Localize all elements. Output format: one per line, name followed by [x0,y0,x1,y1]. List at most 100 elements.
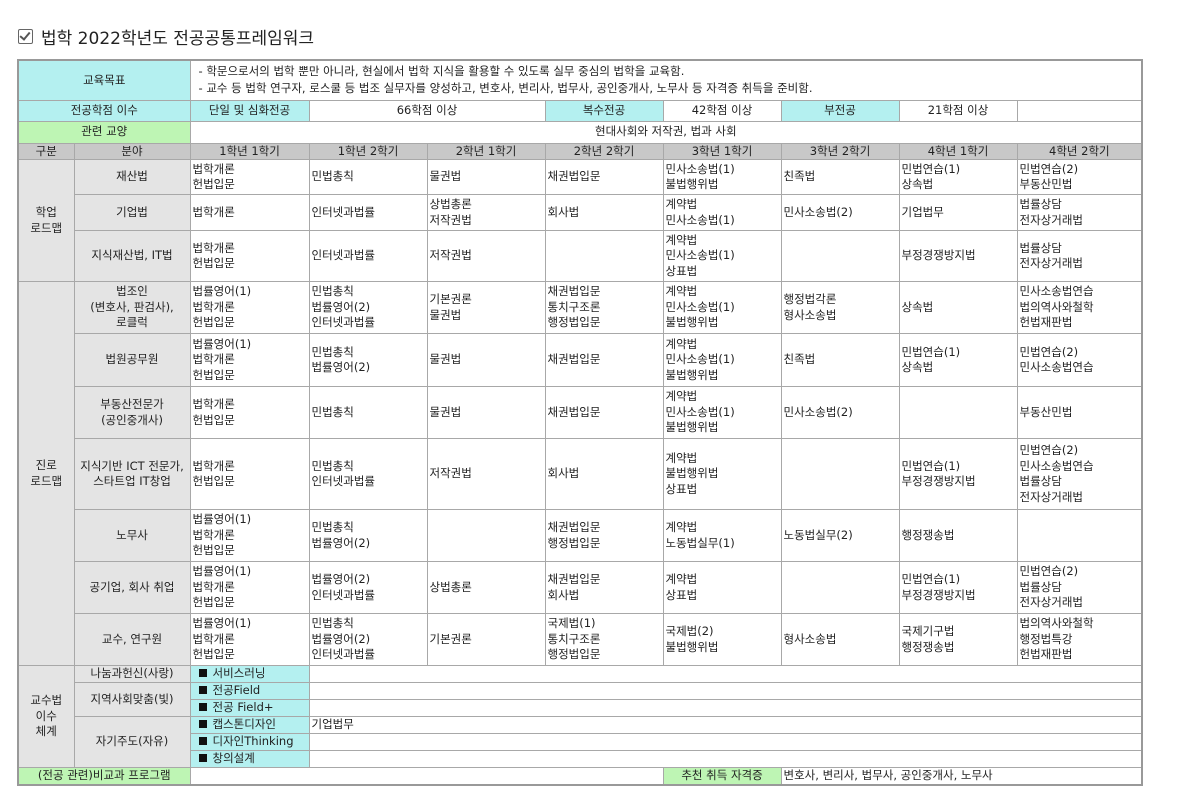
program-label: 창의설계 [212,751,255,766]
course-cell: 민사소송법(2) [780,194,900,231]
credit-type: 복수전공 [544,99,664,122]
square-bullet-icon [198,754,207,763]
course-cell: 법률영어(2) 인터넷과법률 [308,561,428,614]
course-cell: 상속법 [898,281,1018,334]
program-name: 서비스러닝 [189,665,310,683]
credit-type: 단일 및 심화전공 [189,99,310,122]
course-cell: 행정쟁송법 [898,509,1018,562]
square-bullet-icon [198,669,207,678]
field-label: 공기업, 회사 취업 [73,561,191,614]
course-cell: 법률영어(1) 법학개론 헌법입문 [189,561,310,614]
course-cell: 친족법 [780,333,900,387]
field-label: 부동산전문가 (공인중개사) [73,386,191,439]
field-label: 교수, 연구원 [73,613,191,666]
course-cell: 인터넷과법률 [308,194,428,231]
course-cell: 계약법 상표법 [662,561,782,614]
course-cell: 친족법 [780,159,900,195]
goal-line: - 교수 등 법학 연구자, 로스쿨 등 법조 실무자를 양성하고, 변호사, … [198,81,813,96]
course-cell: 채권법입문 [544,159,664,195]
course-cell: 계약법 노동법실무(1) [662,509,782,562]
course-cell: 회사법 [544,194,664,231]
course-cell: 노동법실무(2) [780,509,900,562]
course-cell: 채권법입문 통치구조론 행정법입문 [544,281,664,334]
course-cell: 민법연습(1) 부정경쟁방지법 [898,561,1018,614]
column-header: 4학년 2학기 [1016,142,1143,160]
square-bullet-icon [198,686,207,695]
credit-type: 부전공 [780,99,900,122]
course-cell [780,561,900,614]
course-cell: 기업법무 [898,194,1018,231]
course-cell: 민법총칙 법률영어(2) 인터넷과법률 [308,613,428,666]
course-cell: 형사소송법 [780,613,900,666]
course-cell: 기본권론 물권법 [426,281,546,334]
course-cell: 민사소송법(2) [780,386,900,439]
course-cell: 민법연습(1) 상속법 [898,333,1018,387]
goal-text: - 학문으로서의 법학 뿐만 아니라, 현실에서 법학 지식을 활용할 수 있도… [189,59,1143,101]
credits-label: 전공학점 이수 [17,99,191,122]
course-cell: 국제법(2) 불법행위법 [662,613,782,666]
program-name: 디자인Thinking [189,733,310,751]
program-name: 전공Field [189,682,310,700]
field-label: 기업법 [73,194,191,231]
program-label: 캡스톤디자인 [212,717,276,732]
course-cell: 저작권법 [426,438,546,510]
cert-value: 변호사, 변리사, 법무사, 공인중개사, 노무사 [780,767,1143,785]
course-cell: 법률상담 전자상거래법 [1016,194,1143,231]
course-cell: 민법총칙 인터넷과법률 [308,438,428,510]
course-cell: 저작권법 [426,230,546,282]
liberal-value: 현대사회와 저작권, 법과 사회 [189,120,1143,144]
course-cell: 법률영어(1) 법학개론 헌법입문 [189,333,310,387]
checkbox-icon [18,29,33,44]
square-bullet-icon [198,703,207,712]
program-value [308,665,1143,683]
program-name: 캡스톤디자인 [189,716,310,734]
program-name: 전공 Field+ [189,699,310,717]
program-value [308,733,1143,751]
column-header: 1학년 1학기 [189,142,310,160]
course-cell [1016,509,1143,562]
course-cell [544,230,664,282]
course-cell: 법률영어(1) 법학개론 헌법입문 [189,281,310,334]
program-label: 서비스러닝 [212,666,266,681]
course-cell: 민사소송법연습 법의역사와철학 헌법재판법 [1016,281,1143,334]
extra-value [189,767,664,785]
method-label: 교수법 이수 체계 [17,665,75,768]
course-cell: 법학개론 헌법입문 [189,230,310,282]
course-cell: 상법총론 저작권법 [426,194,546,231]
field-label: 지식재산법, IT법 [73,230,191,282]
course-cell: 물권법 [426,159,546,195]
course-cell: 민법연습(2) 민사소송법연습 법률상담 전자상거래법 [1016,438,1143,510]
course-cell: 계약법 민사소송법(1) [662,194,782,231]
framework-table: 교육목표 - 학문으로서의 법학 뿐만 아니라, 현실에서 법학 지식을 활용할 … [17,59,1144,786]
course-cell: 인터넷과법률 [308,230,428,282]
program-label: 디자인Thinking [212,734,294,749]
program-value [308,750,1143,768]
course-cell: 민사소송법(1) 불법행위법 [662,159,782,195]
course-cell: 채권법입문 회사법 [544,561,664,614]
goal-label: 교육목표 [17,59,191,101]
course-cell: 민법연습(1) 부정경쟁방지법 [898,438,1018,510]
course-cell: 민법연습(1) 상속법 [898,159,1018,195]
liberal-label: 관련 교양 [17,120,191,144]
program-label: 전공 Field+ [212,700,274,715]
course-cell: 민법총칙 법률영어(2) [308,333,428,387]
course-cell: 회사법 [544,438,664,510]
course-cell: 물권법 [426,386,546,439]
course-cell: 민법연습(2) 민사소송법연습 [1016,333,1143,387]
course-cell [426,509,546,562]
course-cell: 상법총론 [426,561,546,614]
method-category: 지역사회맞춤(빛) [73,682,191,717]
course-cell [898,386,1018,439]
course-cell: 물권법 [426,333,546,387]
method-category: 나눔과헌신(사랑) [73,665,191,683]
program-value [308,699,1143,717]
group-label: 진로 로드맵 [17,281,75,666]
course-cell: 민법총칙 [308,386,428,439]
course-cell: 채권법입문 [544,333,664,387]
credit-value: 42학점 이상 [662,99,782,122]
course-cell: 민법총칙 법률영어(2) [308,509,428,562]
course-cell: 채권법입문 행정법입문 [544,509,664,562]
course-cell: 국제법(1) 통치구조론 행정법입문 [544,613,664,666]
course-cell: 법률상담 전자상거래법 [1016,230,1143,282]
